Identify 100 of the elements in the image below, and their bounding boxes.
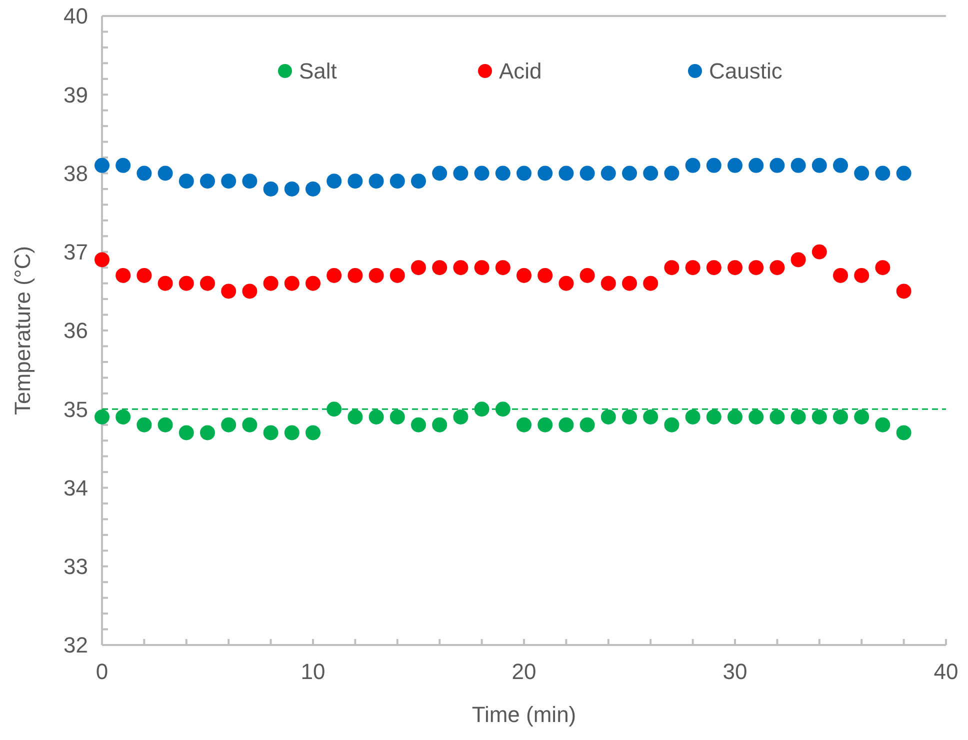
point — [158, 276, 173, 291]
point — [833, 158, 848, 173]
x-tick-label: 0 — [96, 659, 108, 684]
point — [306, 276, 320, 291]
point — [326, 402, 342, 417]
point — [728, 158, 742, 173]
point — [306, 181, 320, 196]
y-tick-label: 40 — [64, 4, 88, 29]
point — [221, 417, 236, 432]
point — [284, 181, 300, 196]
point — [516, 166, 532, 181]
point — [685, 158, 700, 173]
point — [221, 284, 236, 299]
point — [516, 268, 532, 283]
point — [116, 268, 131, 283]
point — [790, 252, 806, 268]
y-tick-label: 39 — [64, 82, 88, 108]
point — [812, 410, 827, 424]
point — [812, 158, 827, 173]
point — [770, 158, 785, 173]
point — [432, 166, 448, 181]
point — [538, 268, 553, 283]
point — [790, 158, 806, 173]
point — [622, 276, 637, 291]
point — [453, 166, 468, 181]
point — [495, 166, 510, 181]
point — [94, 252, 110, 268]
point — [875, 417, 890, 432]
point — [390, 410, 405, 424]
point — [474, 166, 490, 181]
point — [538, 417, 553, 432]
point — [748, 158, 764, 173]
point — [875, 166, 890, 181]
point — [411, 174, 426, 189]
point — [453, 260, 468, 276]
point — [453, 410, 468, 424]
point — [348, 410, 363, 424]
x-tick-label: 20 — [512, 659, 536, 684]
point — [390, 174, 405, 189]
y-tick-label: 34 — [64, 475, 88, 500]
point — [896, 284, 912, 299]
point — [263, 425, 278, 440]
x-tick-label: 10 — [300, 659, 326, 684]
point — [770, 410, 785, 424]
point — [558, 276, 574, 291]
point — [495, 402, 510, 417]
point — [538, 166, 553, 181]
point — [178, 276, 194, 291]
point — [368, 410, 384, 424]
point — [896, 425, 912, 440]
point — [200, 276, 215, 291]
point — [368, 268, 384, 283]
legend-label: Acid — [499, 58, 542, 84]
point — [770, 260, 785, 276]
point — [812, 244, 827, 260]
point — [580, 417, 595, 432]
point — [368, 174, 384, 189]
y-tick-label: 37 — [64, 240, 88, 265]
point — [94, 410, 110, 424]
point — [411, 417, 426, 432]
legend-label: Salt — [299, 58, 337, 84]
point — [854, 268, 870, 283]
point — [326, 268, 342, 283]
legend-label: Caustic — [709, 58, 782, 84]
point — [600, 410, 616, 424]
y-tick-label: 35 — [64, 396, 88, 422]
point — [706, 158, 722, 173]
y-tick-label: 38 — [64, 160, 88, 186]
point — [178, 174, 194, 189]
x-axis-title: Time (min) — [472, 702, 576, 727]
point — [643, 166, 658, 181]
point — [685, 410, 700, 424]
point — [116, 158, 131, 173]
point — [136, 417, 152, 432]
point — [178, 425, 194, 440]
point — [664, 417, 680, 432]
point — [706, 410, 722, 424]
point — [600, 166, 616, 181]
point — [664, 260, 680, 276]
point — [728, 260, 742, 276]
point — [580, 166, 595, 181]
point — [748, 260, 764, 276]
point — [833, 268, 848, 283]
point — [854, 410, 870, 424]
point — [474, 260, 490, 276]
y-tick-label: 32 — [64, 632, 88, 658]
point — [896, 166, 912, 181]
point — [432, 260, 448, 276]
point — [116, 410, 131, 424]
point — [516, 417, 532, 432]
point — [284, 425, 300, 440]
point — [390, 268, 405, 283]
point — [411, 260, 426, 276]
point — [94, 158, 110, 173]
x-tick-label: 40 — [934, 659, 958, 684]
point — [263, 276, 278, 291]
y-tick-label: 36 — [64, 318, 88, 344]
point — [854, 166, 870, 181]
point — [706, 260, 722, 276]
y-axis-title: Temperature (°C) — [10, 246, 35, 415]
